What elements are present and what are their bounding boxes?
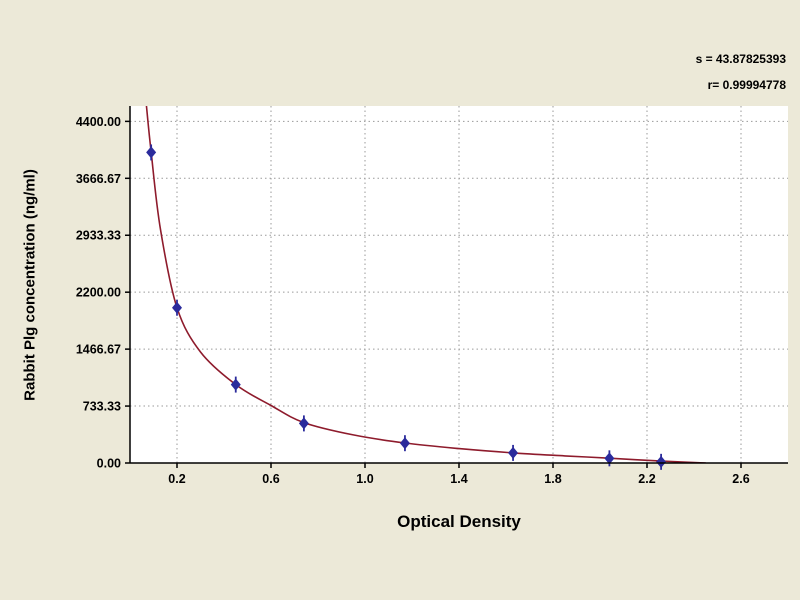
axes: 0.2 0.6 1.0 1.4 1.8 2.2 2.6 0.00 733.33 1466.67 22… [76,106,788,486]
data-point-marker [399,437,410,450]
data-point-marker [298,417,309,430]
fit-stat-r: r= 0.99994778 [707,78,786,92]
data-point-marker [508,446,519,459]
data-point-marker [146,146,157,159]
data-point-marker [656,455,667,468]
y-tick-label: 0.00 [97,457,121,471]
y-tick-label: 1466.67 [76,343,121,357]
gridlines [130,106,788,463]
y-tick-label: 2200.00 [76,286,121,300]
x-tick-label: 1.4 [450,472,467,486]
fit-stat-s: s = 43.87825393 [695,52,786,66]
x-tick-label: 1.0 [356,472,373,486]
fit-curve-path [145,106,706,463]
y-tick-label: 3666.67 [76,172,121,186]
x-tick-label: 1.8 [544,472,561,486]
data-point-marker [230,378,241,391]
x-tick-label: 0.6 [262,472,279,486]
y-tick-label: 2933.33 [76,229,121,243]
y-tick-label: 733.33 [83,400,121,414]
x-tick-label: 2.6 [732,472,749,486]
x-axis-title: Optical Density [397,512,521,531]
x-tick-label: 2.2 [638,472,655,486]
y-axis-title: Rabbit Plg concentration (ng/ml) [21,169,39,401]
plot-area [130,106,788,463]
x-tick-label: 0.2 [168,472,185,486]
y-tick-label: 4400.00 [76,115,121,129]
data-point-marker [604,452,615,465]
fit-statistics: s = 43.87825393 r= 0.99994778 [696,46,786,98]
data-point-marker [172,301,182,314]
